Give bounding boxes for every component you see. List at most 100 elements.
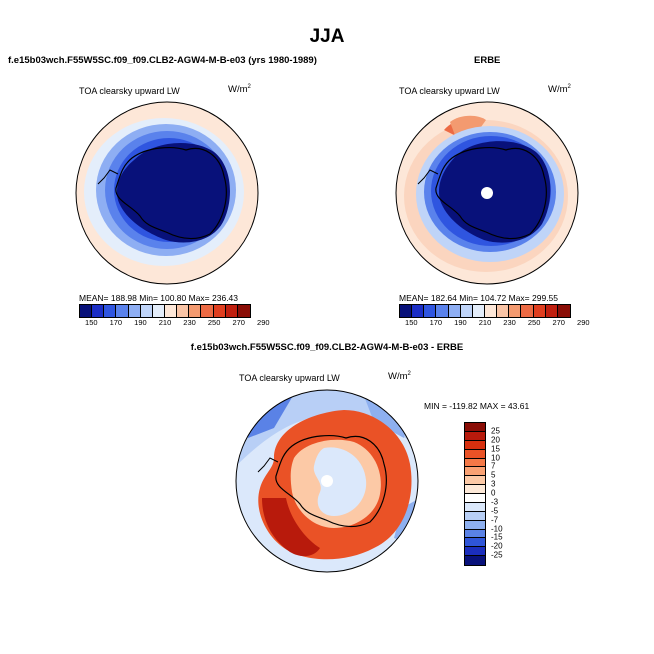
colorbar-swatch — [189, 305, 202, 317]
diff-colorbar-swatch — [465, 494, 485, 503]
diff-colorbar — [464, 422, 486, 566]
obs-field-label: TOA clearsky upward LW — [399, 86, 500, 96]
diff-colorbar-label: 10 — [491, 453, 500, 462]
colorbar-swatch — [400, 305, 413, 317]
colorbar-swatch — [424, 305, 437, 317]
diff-colorbar-swatch — [465, 502, 485, 512]
colorbar-tick-label: 150 — [85, 318, 98, 327]
diff-antarctica-coastline — [275, 435, 387, 528]
colorbar-swatch — [201, 305, 214, 317]
diff-colorbar-swatch — [465, 467, 485, 477]
colorbar-tick-label: 290 — [577, 318, 590, 327]
model-colorbar-ticks: 150 170 190 210 230 250 270 290 — [79, 318, 270, 328]
colorbar-tick-label: 230 — [183, 318, 196, 327]
obs-pole-hole — [481, 187, 493, 199]
colorbar-swatch — [140, 305, 153, 317]
obs-colorbar-bar — [399, 304, 571, 318]
colorbar-tick-label: 210 — [158, 318, 172, 327]
colorbar-swatch — [533, 305, 546, 317]
model-polar-map — [75, 101, 259, 285]
colorbar-tick-label: 290 — [257, 318, 270, 327]
diff-pole-hole — [321, 475, 333, 487]
colorbar-swatch — [152, 305, 165, 317]
colorbar-swatch — [472, 305, 485, 317]
colorbar-swatch — [545, 305, 558, 317]
diff-colorbar-label: 15 — [491, 444, 500, 454]
colorbar-tick-label: 170 — [429, 318, 443, 327]
diff-colorbar-label: -20 — [491, 541, 503, 551]
obs-colorbar-ticks: 150 170 190 210 230 250 270 290 — [399, 318, 590, 328]
diff-field-cool-center — [313, 447, 367, 516]
model-units: W/m2 — [228, 84, 251, 96]
colorbar-swatch — [436, 305, 449, 317]
diff-stats: MIN = -119.82 MAX = 43.61 — [424, 401, 530, 411]
colorbar-tick-label: 250 — [207, 318, 221, 327]
diff-colorbar-label: 20 — [491, 435, 500, 445]
obs-peninsula-outline — [417, 169, 439, 185]
obs-subtitle: ERBE — [474, 55, 501, 66]
diff-colorbar-swatch — [465, 449, 485, 459]
model-map-boundary — [75, 101, 259, 285]
colorbar-swatch — [177, 305, 190, 317]
colorbar-swatch — [412, 305, 425, 317]
diff-colorbar-label: -15 — [491, 532, 503, 542]
diff-peninsula-outline — [257, 457, 279, 473]
diff-colorbar-label: -7 — [491, 515, 499, 525]
obs-field-core — [438, 141, 551, 243]
diff-colorbar-swatch — [465, 520, 485, 530]
obs-colorbar: 150 170 190 210 230 250 270 290 — [399, 304, 590, 328]
model-stats: MEAN= 188.98 Min= 100.80 Max= 236.43 — [79, 293, 239, 303]
diff-colorbar-swatch — [465, 538, 485, 548]
colorbar-tick-label: 210 — [478, 318, 492, 327]
colorbar-swatch — [448, 305, 461, 317]
colorbar-swatch — [128, 305, 141, 317]
diff-colorbar-swatch — [465, 431, 485, 441]
colorbar-swatch — [80, 305, 93, 317]
diff-colorbar-label: -25 — [491, 550, 503, 560]
diff-colorbar-swatch — [465, 511, 485, 521]
colorbar-swatch — [104, 305, 117, 317]
colorbar-swatch — [484, 305, 498, 317]
diff-field-label: TOA clearsky upward LW — [239, 373, 340, 383]
obs-units: W/m2 — [548, 84, 571, 96]
diff-colorbar-labels: 25 20 15 10 7 5 3 0 -3 -5 -7 -10 -15 -20 -25 — [491, 422, 531, 566]
diff-colorbar-label: 3 — [491, 479, 496, 489]
diff-colorbar-swatch — [465, 476, 485, 486]
colorbar-swatch — [521, 305, 534, 317]
diff-colorbar-swatch — [465, 529, 485, 539]
diff-polar-map — [235, 389, 419, 573]
colorbar-tick-label: 190 — [134, 318, 147, 327]
diff-colorbar-swatch — [465, 458, 485, 468]
model-colorbar-bar — [79, 304, 251, 318]
diff-colorbar-label: -10 — [491, 524, 503, 533]
colorbar-swatch — [557, 305, 570, 317]
model-field-core — [116, 142, 230, 243]
diff-units: W/m2 — [388, 371, 411, 383]
diff-colorbar-label: -5 — [491, 506, 499, 516]
colorbar-tick-label: 170 — [109, 318, 123, 327]
colorbar-tick-label: 270 — [232, 318, 245, 327]
diff-colorbar-swatch — [465, 556, 485, 565]
diff-colorbar-label: 7 — [491, 461, 496, 471]
diff-colorbar-label: -3 — [491, 497, 499, 507]
obs-antarctica-coastline — [435, 147, 547, 240]
model-peninsula-outline — [97, 169, 119, 185]
colorbar-swatch — [164, 305, 178, 317]
diff-map-boundary — [235, 389, 419, 573]
colorbar-tick-label: 230 — [503, 318, 516, 327]
diff-colorbar-label: 25 — [491, 426, 500, 436]
colorbar-swatch — [237, 305, 250, 317]
obs-map-boundary — [395, 101, 579, 285]
obs-polar-map — [395, 101, 579, 285]
diff-colorbar-swatch — [465, 440, 485, 450]
colorbar-swatch — [509, 305, 522, 317]
model-subtitle: f.e15b03wch.F55W5SC.f09_f09.CLB2-AGW4-M-… — [8, 55, 317, 66]
colorbar-tick-label: 190 — [454, 318, 467, 327]
model-antarctica-coastline — [115, 147, 227, 240]
colorbar-tick-label: 150 — [405, 318, 418, 327]
diff-field-warm-strong — [262, 498, 320, 557]
colorbar-swatch — [213, 305, 226, 317]
obs-stats: MEAN= 182.64 Min= 104.72 Max= 299.55 — [399, 293, 559, 303]
colorbar-swatch — [225, 305, 238, 317]
diff-colorbar-swatch — [465, 423, 485, 432]
